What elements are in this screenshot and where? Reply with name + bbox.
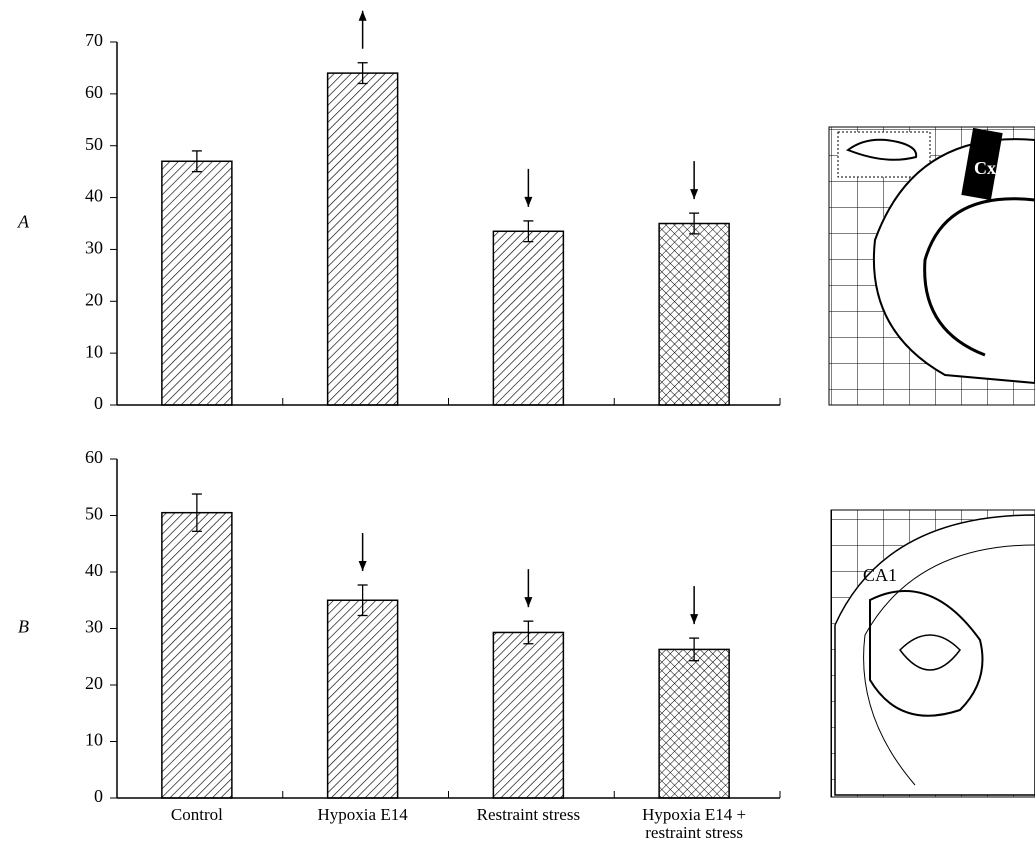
y-tick-label: 10	[85, 730, 103, 750]
arrow-head	[524, 597, 532, 607]
bar	[162, 161, 232, 405]
page: {"chart_data": [ {"type": "bar", "panel_…	[0, 0, 1035, 850]
brain-figure-b: CA1	[831, 510, 1035, 797]
bar	[659, 649, 729, 798]
arrow-head	[359, 11, 367, 21]
panel-label: B	[18, 617, 29, 637]
y-tick-label: 20	[85, 673, 103, 693]
brain-figure-a: Cx	[829, 127, 1035, 405]
arrow-head	[690, 189, 698, 199]
bar	[328, 73, 398, 405]
bar	[328, 600, 398, 798]
y-tick-label: 0	[94, 786, 103, 806]
y-tick-label: 70	[85, 30, 103, 50]
arrow-head	[359, 561, 367, 571]
arrow-head	[524, 197, 532, 207]
bar	[493, 632, 563, 798]
y-tick-label: 30	[85, 617, 103, 637]
x-tick-label: Restraint stress	[453, 806, 603, 824]
y-tick-label: 10	[85, 341, 103, 361]
y-tick-label: 0	[94, 393, 103, 413]
y-tick-label: 50	[85, 504, 103, 524]
figure-label: Cx	[974, 158, 996, 178]
y-tick-label: 40	[85, 560, 103, 580]
x-tick-label: Hypoxia E14 + restraint stress	[619, 806, 769, 842]
y-tick-label: 40	[85, 186, 103, 206]
x-tick-label: Control	[122, 806, 272, 824]
y-tick-label: 60	[85, 447, 103, 467]
arrow-head	[690, 614, 698, 624]
chart: Cx CA1 A 0 10 20 30 40 50 60 70 B 0 10 20 30 40 50 60	[0, 0, 1035, 850]
y-tick-label: 30	[85, 238, 103, 258]
x-tick-label: Hypoxia E14	[288, 806, 438, 824]
bar	[162, 513, 232, 798]
y-tick-label: 20	[85, 289, 103, 309]
panel-label: A	[17, 212, 30, 232]
bar	[659, 224, 729, 406]
bar	[493, 231, 563, 405]
y-tick-label: 60	[85, 82, 103, 102]
figure-label: CA1	[863, 565, 897, 585]
y-tick-label: 50	[85, 134, 103, 154]
